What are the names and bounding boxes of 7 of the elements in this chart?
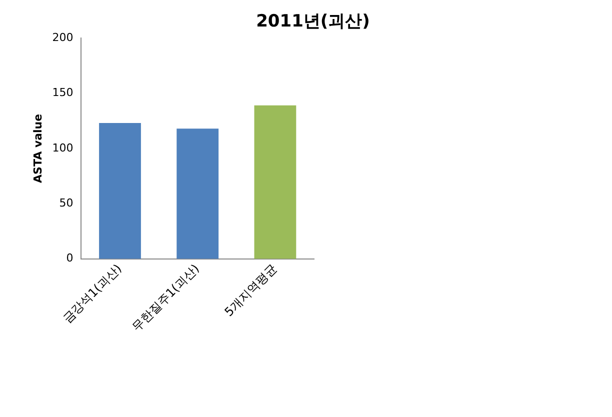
chart-title: 2011년(괴산) — [256, 11, 370, 32]
y-tick-label: 50 — [59, 196, 74, 210]
y-axis-title: ASTA value — [31, 114, 44, 183]
y-tick-label: 100 — [52, 141, 74, 154]
y-tick-label: 150 — [52, 86, 74, 100]
y-tick-label: 0 — [66, 252, 74, 265]
y-tick-label: 200 — [52, 30, 74, 44]
